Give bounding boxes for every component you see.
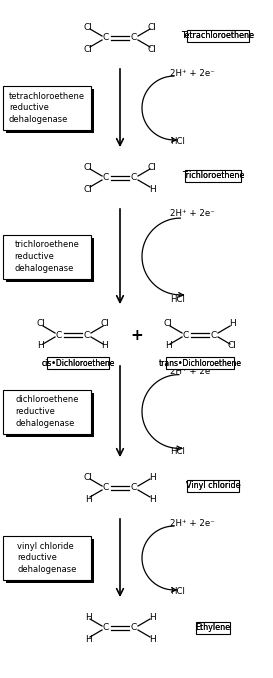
Text: H: H <box>38 342 44 351</box>
Text: H: H <box>229 319 235 329</box>
FancyBboxPatch shape <box>185 170 241 182</box>
FancyBboxPatch shape <box>6 539 94 583</box>
Text: 2H⁺ + 2e⁻: 2H⁺ + 2e⁻ <box>170 367 215 376</box>
Text: HCl: HCl <box>170 294 185 304</box>
Text: C: C <box>211 330 217 340</box>
Text: dichloroethene
reductive
dehalogenase: dichloroethene reductive dehalogenase <box>15 395 79 428</box>
FancyBboxPatch shape <box>47 357 109 369</box>
Text: trans•Dichloroethene: trans•Dichloroethene <box>159 359 242 367</box>
Text: HCl: HCl <box>170 588 185 597</box>
Text: C: C <box>183 330 189 340</box>
Text: +: + <box>130 327 143 342</box>
Text: H: H <box>165 342 171 351</box>
Text: Tetrachloroethene: Tetrachloroethene <box>182 31 254 41</box>
Text: Ethylene: Ethylene <box>195 624 231 633</box>
Text: trans•Dichloroethene: trans•Dichloroethene <box>159 359 242 367</box>
Text: Cl: Cl <box>164 319 173 329</box>
Text: C: C <box>56 330 62 340</box>
FancyBboxPatch shape <box>6 89 94 133</box>
Text: C: C <box>131 33 137 43</box>
Text: Cl: Cl <box>228 342 236 351</box>
FancyBboxPatch shape <box>3 536 91 580</box>
FancyBboxPatch shape <box>6 237 94 281</box>
Text: Cl: Cl <box>148 22 156 31</box>
FancyBboxPatch shape <box>187 30 249 42</box>
Text: tetrachloroethene
reductive
dehalogenase: tetrachloroethene reductive dehalogenase <box>9 92 85 124</box>
Text: C: C <box>84 330 90 340</box>
Text: Cl: Cl <box>148 45 156 54</box>
Text: C: C <box>103 174 109 182</box>
FancyBboxPatch shape <box>196 622 230 634</box>
Text: Ethylene: Ethylene <box>195 624 231 633</box>
FancyBboxPatch shape <box>3 235 91 279</box>
Text: H: H <box>149 612 155 622</box>
Text: Cl: Cl <box>84 22 93 31</box>
Text: H: H <box>149 635 155 643</box>
Text: C: C <box>103 33 109 43</box>
Text: trichloroethene
reductive
dehalogenase: trichloroethene reductive dehalogenase <box>14 240 79 273</box>
Text: 2H⁺ + 2e⁻: 2H⁺ + 2e⁻ <box>170 210 215 218</box>
Text: Trichloroethene: Trichloroethene <box>182 172 244 180</box>
Text: H: H <box>149 184 155 193</box>
Text: C: C <box>131 483 137 492</box>
Text: H: H <box>149 473 155 481</box>
Text: Vinyl chloride: Vinyl chloride <box>186 481 240 490</box>
Text: H: H <box>85 635 91 643</box>
Text: H: H <box>85 612 91 622</box>
Text: H: H <box>149 494 155 504</box>
FancyBboxPatch shape <box>6 393 94 437</box>
Text: C: C <box>103 483 109 492</box>
FancyBboxPatch shape <box>187 480 239 492</box>
Text: Tetrachloroethene: Tetrachloroethene <box>182 31 254 41</box>
Text: H: H <box>85 494 91 504</box>
Text: 2H⁺ + 2e⁻: 2H⁺ + 2e⁻ <box>170 70 215 79</box>
Text: Cl: Cl <box>37 319 45 329</box>
Text: Cl: Cl <box>84 163 93 172</box>
Text: C: C <box>131 174 137 182</box>
Text: HCl: HCl <box>170 447 185 456</box>
FancyBboxPatch shape <box>166 357 234 369</box>
Text: 2H⁺ + 2e⁻: 2H⁺ + 2e⁻ <box>170 519 215 528</box>
Text: H: H <box>102 342 108 351</box>
Text: Cl: Cl <box>100 319 109 329</box>
Text: Cl: Cl <box>84 184 93 193</box>
Text: Vinyl chloride: Vinyl chloride <box>186 481 240 490</box>
Text: C: C <box>103 624 109 633</box>
Text: vinyl chloride
reductive
dehalogenase: vinyl chloride reductive dehalogenase <box>17 542 77 574</box>
Text: Cl: Cl <box>148 163 156 172</box>
FancyBboxPatch shape <box>3 389 91 433</box>
Text: C: C <box>131 624 137 633</box>
Text: cis•Dichloroethene: cis•Dichloroethene <box>41 359 115 367</box>
Text: Cl: Cl <box>84 45 93 54</box>
Text: cis•Dichloroethene: cis•Dichloroethene <box>41 359 115 367</box>
Text: HCl: HCl <box>170 138 185 146</box>
FancyBboxPatch shape <box>3 86 91 130</box>
Text: Trichloroethene: Trichloroethene <box>182 172 244 180</box>
Text: Cl: Cl <box>84 473 93 481</box>
